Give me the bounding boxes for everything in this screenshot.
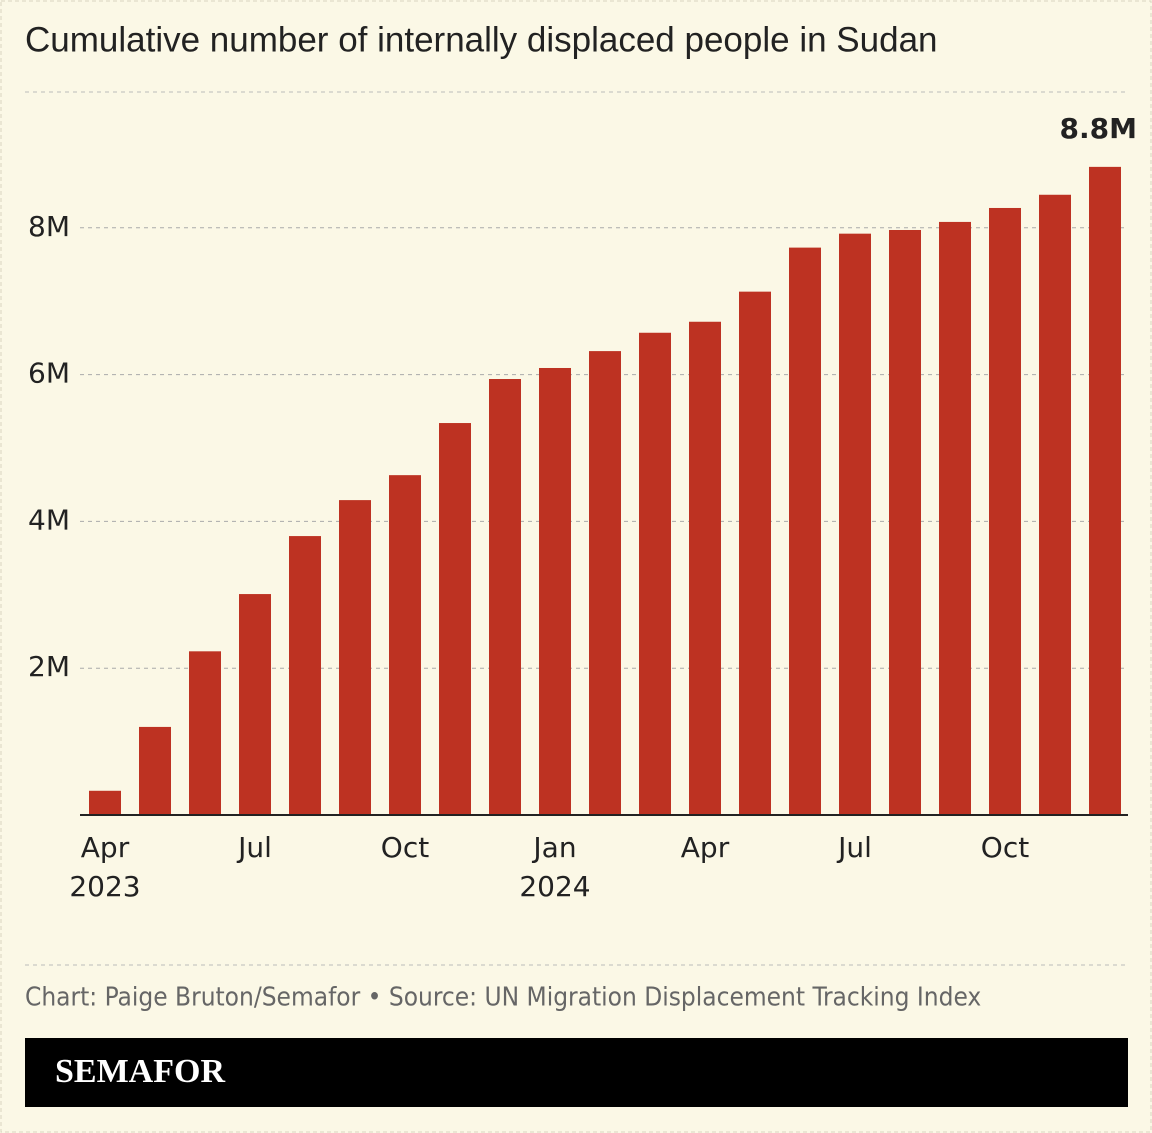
y-tick-label: 6M	[28, 357, 70, 390]
x-tick-label: Oct	[381, 831, 429, 864]
x-tick-label: Oct	[981, 831, 1029, 864]
x-tick-label: Apr	[681, 831, 730, 864]
bar	[739, 291, 771, 815]
brand-bar	[25, 1038, 1128, 1107]
x-tick-year: 2023	[69, 870, 140, 903]
source: Chart: Paige Bruton/Semafor • Source: UN…	[25, 983, 981, 1013]
brand: SEMAFOR	[55, 1053, 225, 1090]
bar	[189, 651, 221, 815]
chart-title: Cumulative number of internally displace…	[25, 20, 938, 59]
y-tick-label: 2M	[28, 650, 70, 683]
value-label: 8.8M	[1060, 112, 1137, 145]
bar	[839, 233, 871, 816]
bar	[89, 790, 121, 815]
bar	[239, 594, 271, 815]
x-tick-label: Jul	[836, 831, 872, 864]
bar	[489, 378, 521, 815]
bar	[339, 500, 371, 815]
bar	[539, 367, 571, 815]
y-tick-label: 4M	[28, 503, 70, 536]
bar	[1039, 194, 1071, 816]
bar	[439, 423, 471, 815]
bar	[589, 351, 621, 815]
bar	[139, 726, 171, 815]
x-tick-label: Jan	[531, 831, 576, 864]
bar	[989, 207, 1021, 815]
bar	[939, 221, 971, 815]
y-tick-label: 8M	[28, 210, 70, 243]
bar	[689, 321, 721, 815]
bar	[789, 247, 821, 815]
bar	[389, 475, 421, 815]
bar	[1089, 166, 1121, 816]
x-tick-label: Apr	[81, 831, 130, 864]
x-tick-year: 2024	[519, 870, 590, 903]
bar	[889, 229, 921, 816]
x-tick-label: Jul	[236, 831, 272, 864]
bar	[639, 332, 671, 815]
bar	[289, 536, 321, 815]
